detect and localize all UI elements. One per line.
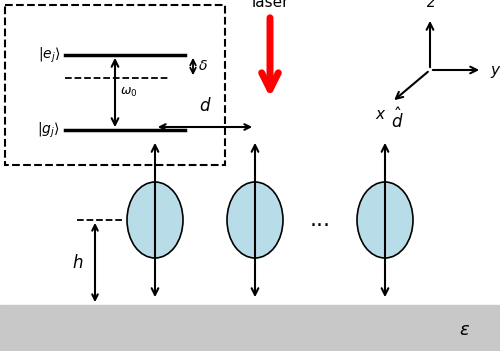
Ellipse shape xyxy=(127,182,183,258)
Text: $\omega_0$: $\omega_0$ xyxy=(120,86,138,99)
Text: x: x xyxy=(375,107,384,122)
Text: $\delta$: $\delta$ xyxy=(198,60,208,73)
Text: laser: laser xyxy=(252,0,289,10)
Text: z: z xyxy=(426,0,434,10)
Text: ...: ... xyxy=(310,210,330,230)
Text: $\hat{d}$: $\hat{d}$ xyxy=(391,107,404,132)
Text: $\varepsilon$: $\varepsilon$ xyxy=(460,321,470,339)
Bar xyxy=(0,305,500,351)
Bar xyxy=(5,5,225,165)
Text: $h$: $h$ xyxy=(72,253,83,272)
Text: $|g_j\rangle$: $|g_j\rangle$ xyxy=(37,120,60,140)
Ellipse shape xyxy=(357,182,413,258)
Text: $|e_j\rangle$: $|e_j\rangle$ xyxy=(38,45,60,65)
Ellipse shape xyxy=(227,182,283,258)
Text: $d$: $d$ xyxy=(198,97,211,115)
Text: y: y xyxy=(490,62,499,78)
